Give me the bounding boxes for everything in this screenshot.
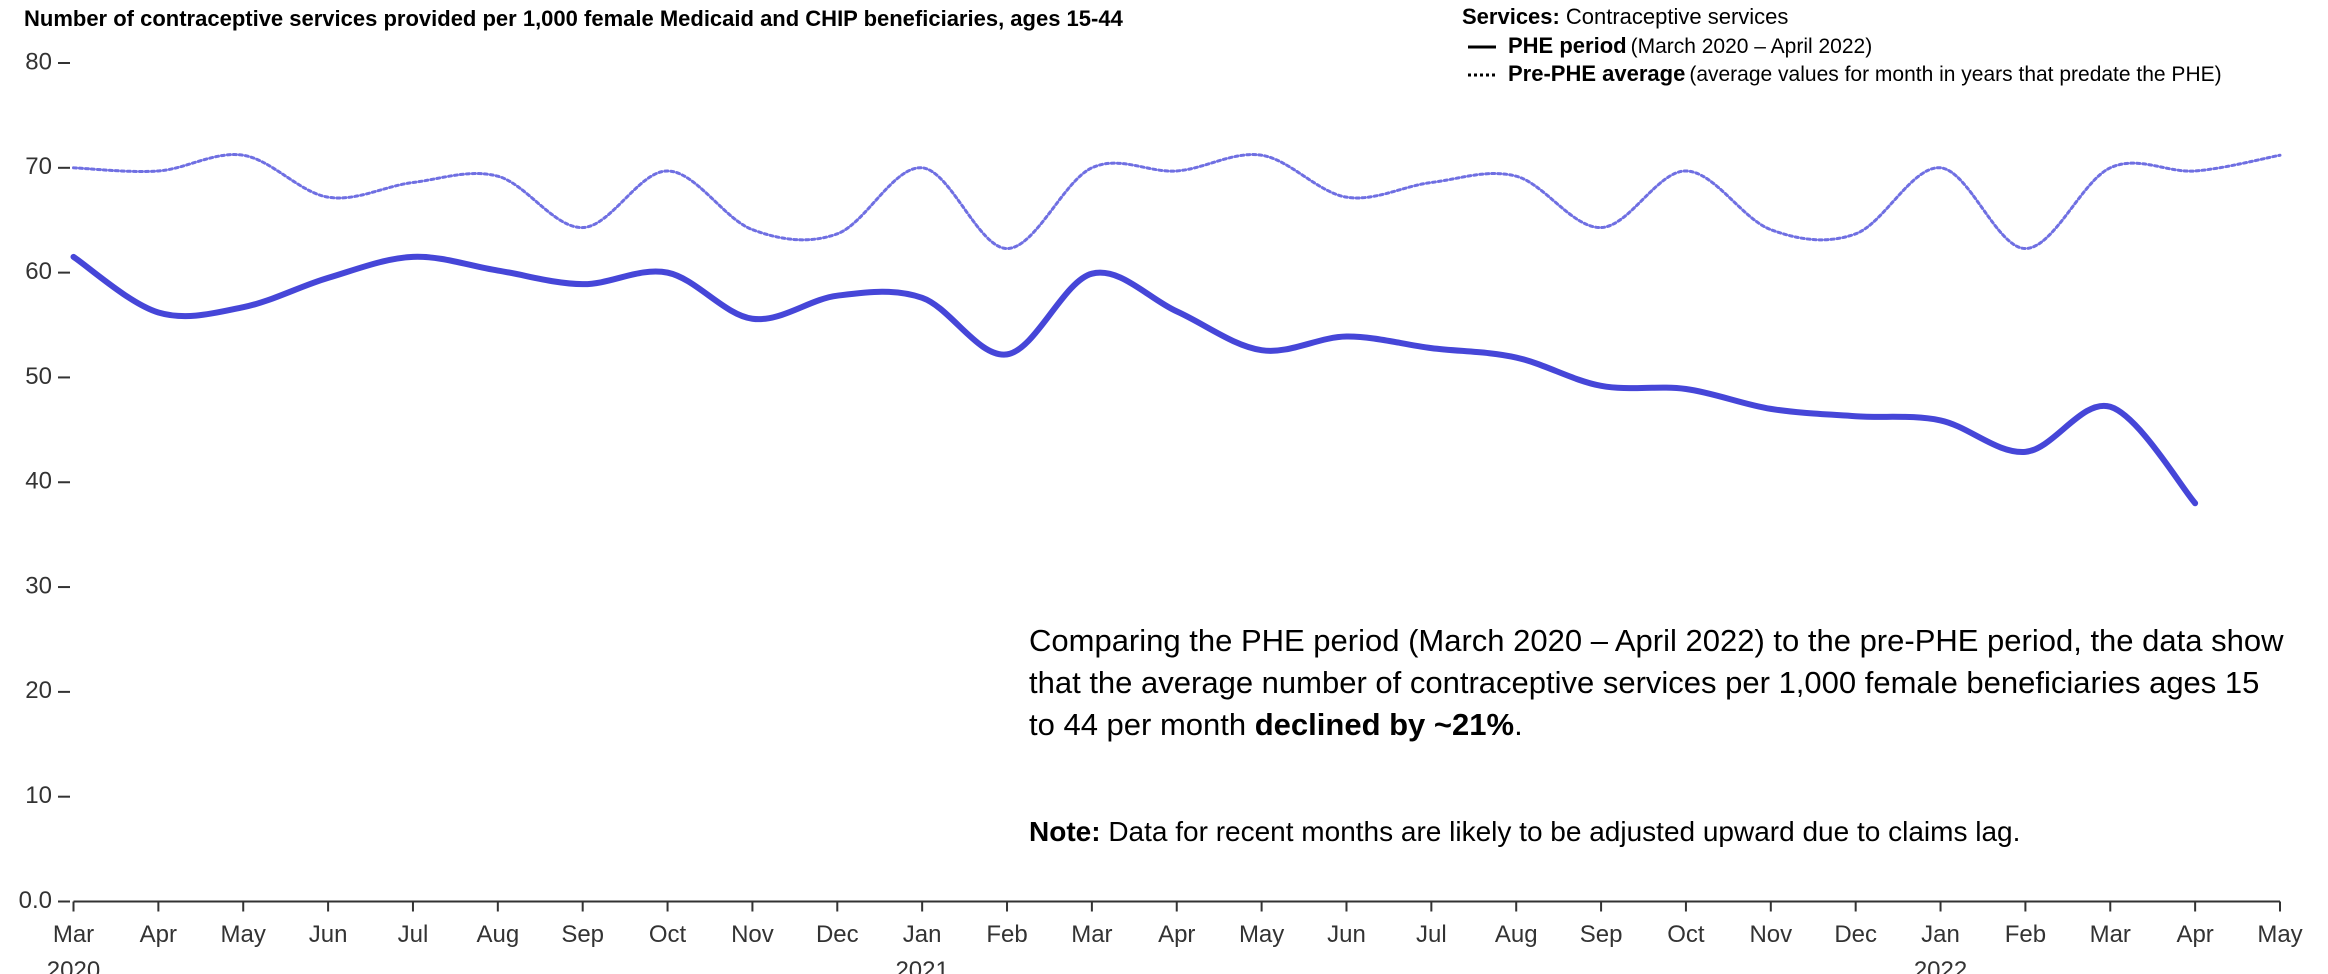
x-tick-label: Feb	[986, 921, 1027, 948]
legend-entry: PHE period (March 2020 – April 2022)	[1508, 33, 1872, 58]
chart-title: Number of contraceptive services provide…	[24, 6, 1124, 31]
x-tick-label: Jan	[903, 921, 942, 948]
legend-name: PHE period	[1508, 33, 1627, 58]
x-tick-label: Mar	[2090, 921, 2131, 948]
y-tick-label: 60	[25, 258, 52, 285]
x-year-label: 2021	[895, 957, 948, 974]
annotation-text: Comparing the PHE period (March 2020 – A…	[1029, 623, 2284, 742]
x-tick-label: Aug	[476, 921, 519, 948]
x-tick-label: Mar	[53, 921, 94, 948]
y-tick-label: 40	[25, 468, 52, 495]
x-tick-label: Oct	[1667, 921, 1705, 948]
annotation-end: .	[1514, 707, 1523, 742]
annotation-bold: declined by ~21%	[1254, 707, 1515, 742]
note-label: Note:	[1029, 816, 1101, 847]
legend-name: Pre-PHE average	[1508, 61, 1685, 86]
legend-subtitle: Contraceptive services	[1566, 4, 1789, 29]
y-tick-label: 0.0	[19, 887, 52, 914]
y-tick-label: 80	[25, 48, 52, 75]
x-tick-label: Nov	[731, 921, 774, 948]
x-tick-label: Apr	[2176, 921, 2213, 948]
x-year-label: 2022	[1914, 957, 1967, 974]
x-tick-label: Dec	[1834, 921, 1877, 948]
x-tick-label: May	[2257, 921, 2302, 948]
legend-description: (March 2020 – April 2022)	[1631, 35, 1873, 58]
note: Note: Data for recent months are likely …	[1029, 816, 2289, 848]
x-tick-label: Sep	[1580, 921, 1623, 948]
series-line	[70, 253, 2199, 507]
legend-header: Services: Contraceptive services	[1462, 4, 1788, 29]
x-tick-label: Jul	[398, 921, 429, 948]
legend-description: (average values for month in years that …	[1689, 63, 2221, 86]
legend-entry: Pre-PHE average (average values for month…	[1508, 61, 2222, 86]
note-text: Data for recent months are likely to be …	[1108, 816, 2021, 847]
x-tick-label: Jul	[1416, 921, 1447, 948]
x-tick-label: Jun	[1327, 921, 1366, 948]
x-tick-label: Aug	[1495, 921, 1538, 948]
y-tick-label: 20	[25, 677, 52, 704]
x-tick-label: Nov	[1749, 921, 1792, 948]
x-tick-label: Feb	[2005, 921, 2046, 948]
series-line	[72, 153, 2282, 251]
legend-title: Services:	[1462, 4, 1560, 29]
y-tick-label: 10	[25, 782, 52, 809]
x-tick-label: Dec	[816, 921, 859, 948]
x-tick-label: Jan	[1921, 921, 1960, 948]
x-tick-label: Sep	[561, 921, 604, 948]
legend: PHE period (March 2020 – April 2022) Pre-P…	[1468, 33, 2222, 86]
x-tick-label: May	[221, 921, 266, 948]
x-year-label: 2020	[47, 957, 100, 974]
x-tick-label: Oct	[649, 921, 687, 948]
y-tick-label: 30	[25, 572, 52, 599]
y-tick-label: 70	[25, 153, 52, 180]
x-tick-label: Mar	[1071, 921, 1112, 948]
x-tick-label: Jun	[309, 921, 348, 948]
x-tick-label: Apr	[1158, 921, 1195, 948]
annotation: Comparing the PHE period (March 2020 – A…	[1029, 620, 2289, 746]
x-tick-label: May	[1239, 921, 1284, 948]
y-tick-label: 50	[25, 363, 52, 390]
x-tick-label: Apr	[140, 921, 177, 948]
